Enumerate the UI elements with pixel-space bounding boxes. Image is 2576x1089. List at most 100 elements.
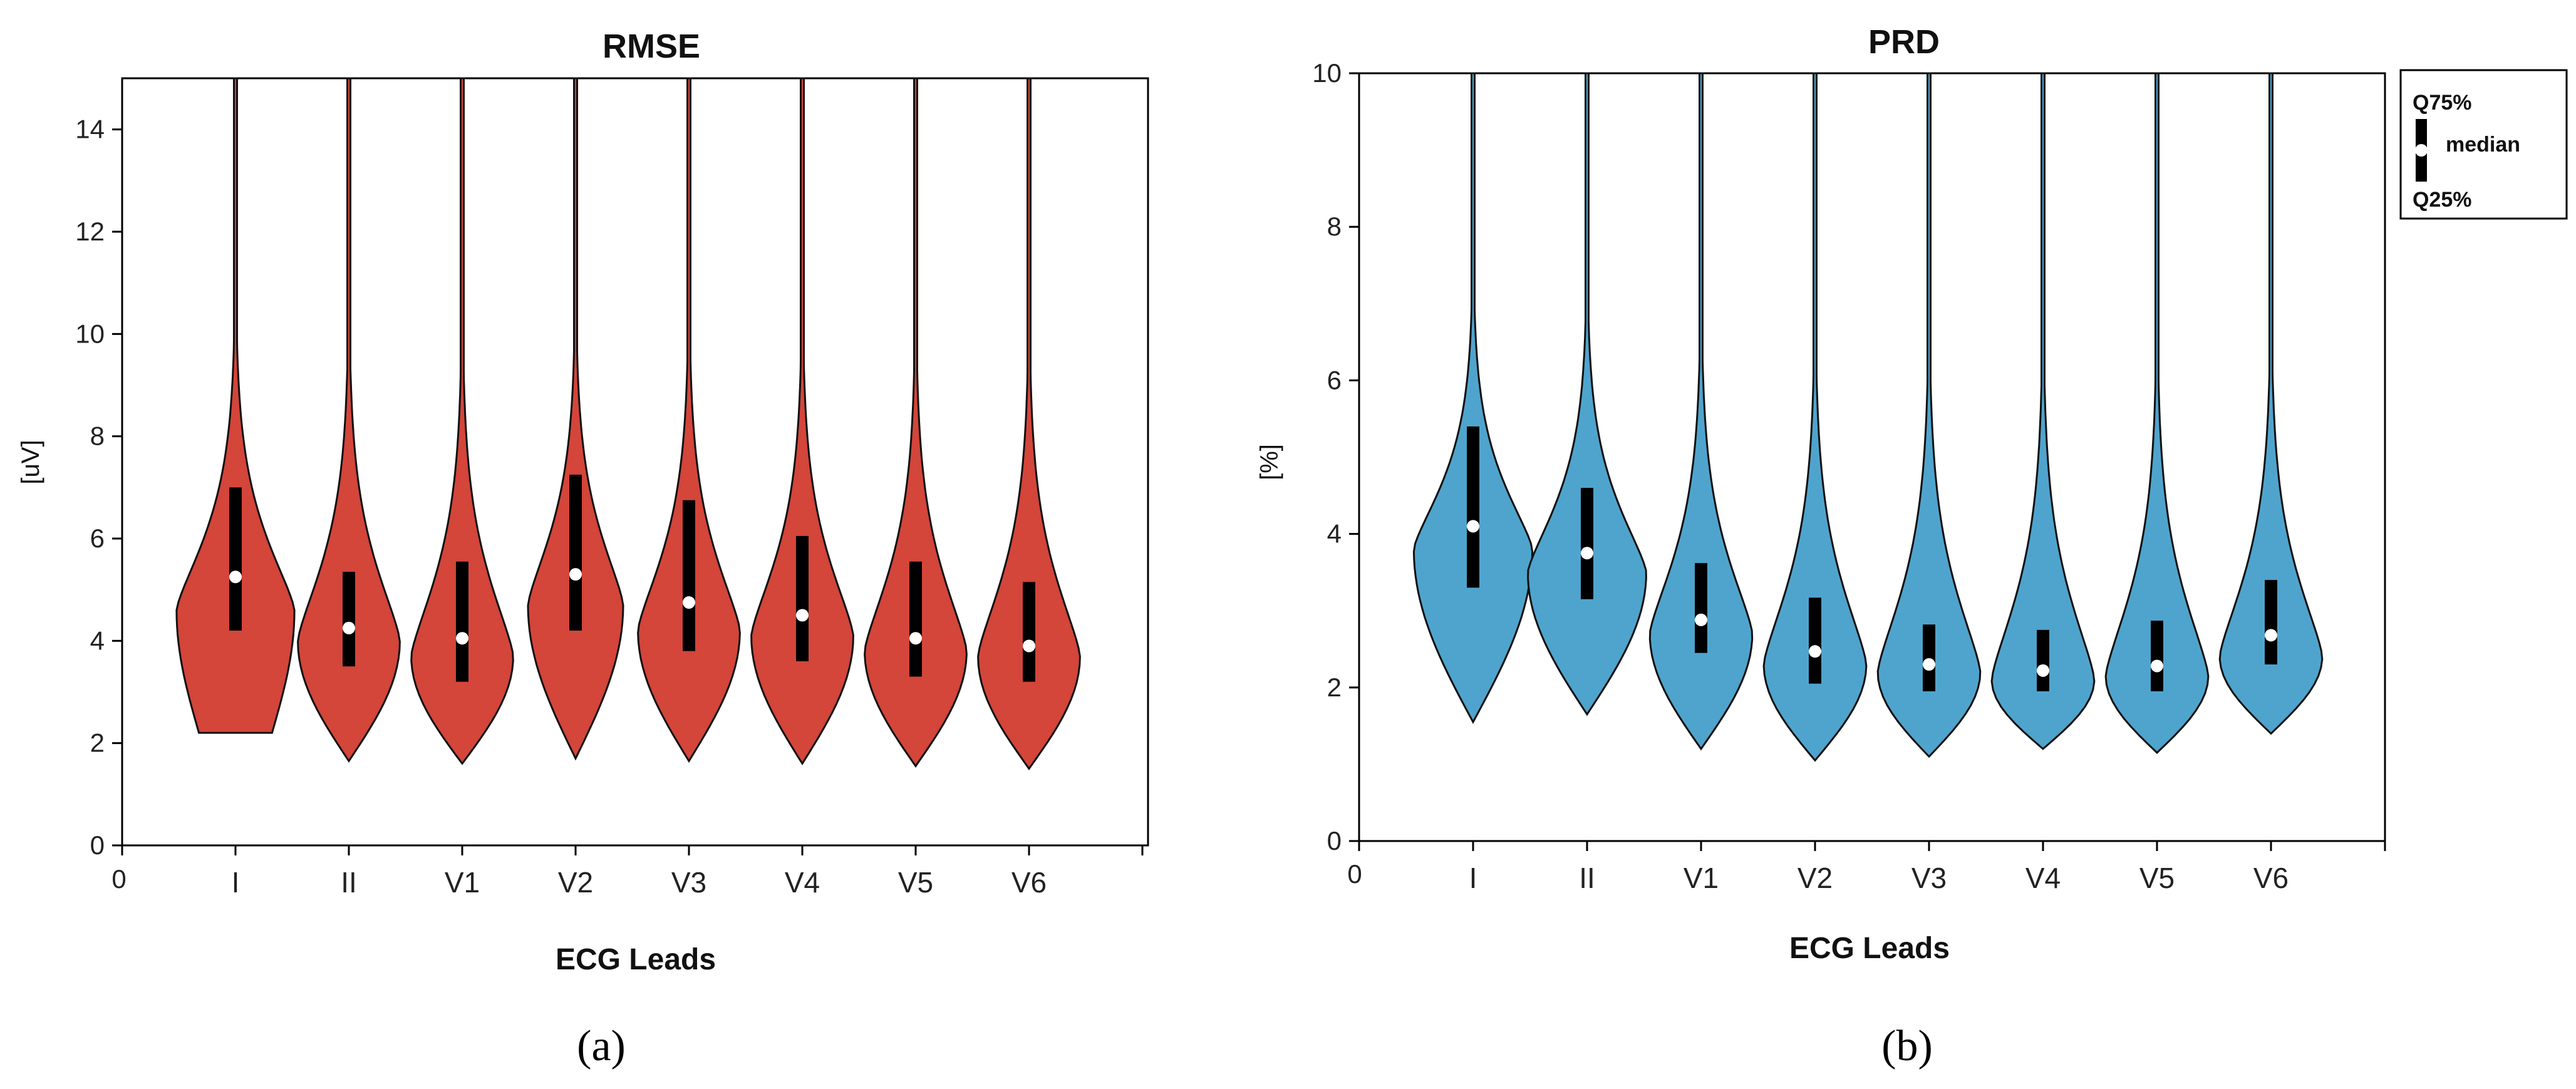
x-tick-label: V4 <box>2025 862 2061 894</box>
violin-V4 <box>750 77 854 766</box>
violin-I <box>175 77 296 734</box>
chart-title: RMSE <box>603 28 700 65</box>
median-dot-V6 <box>1023 639 1035 653</box>
legend-median-label: median <box>2446 133 2520 157</box>
violin-V6 <box>977 77 1081 771</box>
iqr-bar-V5 <box>909 561 922 677</box>
y-tick-label: 10 <box>75 319 105 348</box>
iqr-bar-V3 <box>683 500 695 651</box>
y-tick-label: 12 <box>75 217 105 246</box>
x-axis-title: ECG Leads <box>556 943 716 976</box>
median-dot-II <box>343 621 355 634</box>
y-tick-label: 4 <box>90 626 105 655</box>
median-dot-I <box>1467 520 1479 533</box>
x-tick-label: V5 <box>2139 862 2175 894</box>
iqr-bar-V4 <box>796 535 809 661</box>
panel-label: (b) <box>1881 1022 1933 1070</box>
x-tick-label: I <box>1469 862 1477 894</box>
violin-V2 <box>1762 72 1868 762</box>
y-tick-label: 2 <box>1327 673 1342 702</box>
plot-frame <box>1358 72 2386 842</box>
x-tick-label: V6 <box>2253 862 2289 894</box>
legend-q75-label: Q75% <box>2413 91 2472 115</box>
x-tick-label: V1 <box>445 866 480 899</box>
iqr-bar-II <box>1581 488 1593 599</box>
median-dot-V5 <box>2151 659 2163 673</box>
y-axis-title: [uV] <box>17 440 44 484</box>
y-axis-title: [%] <box>1256 444 1283 480</box>
violin-V1 <box>410 77 514 765</box>
median-dot-I <box>229 570 242 584</box>
median-dot-V3 <box>683 596 695 609</box>
iqr-bar-II <box>343 572 355 667</box>
violin-V2 <box>527 77 624 761</box>
y-tick-label: 2 <box>90 728 105 758</box>
violin-group <box>175 77 1081 771</box>
x-tick-label: V4 <box>785 866 820 899</box>
y-tick-label: 14 <box>75 115 105 144</box>
iqr-bar-I <box>229 487 242 631</box>
median-dot-V4 <box>796 609 809 622</box>
violin-V3 <box>637 77 741 763</box>
x-axis-title: ECG Leads <box>1789 932 1950 965</box>
violin-V3 <box>1876 72 1982 758</box>
violin-group <box>1412 72 2324 762</box>
violin-II <box>1527 72 1647 716</box>
iqr-bar-V6 <box>1023 582 1035 682</box>
median-dot-V1 <box>456 632 468 645</box>
y-tick-label: 0 <box>90 830 105 860</box>
violin-I <box>1412 72 1534 725</box>
chart-title: PRD <box>1868 23 1940 61</box>
x-tick-label: V1 <box>1684 862 1719 894</box>
legend-q25-label: Q25% <box>2413 188 2472 212</box>
violin-V5 <box>2104 72 2210 755</box>
y-axis-ticks: 0 2 4 6 8 10 <box>1312 58 1359 855</box>
iqr-bar-V2 <box>1809 597 1821 684</box>
y-tick-label: 8 <box>1327 212 1342 241</box>
x-tick-label: V5 <box>898 866 933 899</box>
legend-median-dot <box>2415 144 2428 157</box>
x-origin-label: 0 <box>111 864 126 894</box>
x-tick-label: II <box>1579 862 1595 894</box>
x-axis-ticks: I II V1 V2 V3 V4 V5 V6 <box>121 845 1144 899</box>
median-dot-V2 <box>569 568 582 581</box>
y-tick-label: 4 <box>1327 519 1342 549</box>
median-dot-V3 <box>1923 658 1935 671</box>
x-tick-label: V3 <box>1911 862 1947 894</box>
x-tick-label: I <box>232 866 240 899</box>
violin-V1 <box>1648 72 1754 751</box>
x-tick-label: V2 <box>1798 862 1833 894</box>
x-tick-label: V3 <box>671 866 706 899</box>
violin-II <box>297 77 401 763</box>
iqr-bar-I <box>1467 426 1479 588</box>
median-dot-V2 <box>1809 645 1821 658</box>
iqr-bar-V2 <box>569 474 582 631</box>
median-dot-V4 <box>2037 664 2049 677</box>
panel-label: (a) <box>577 1022 626 1070</box>
y-tick-label: 8 <box>90 421 105 451</box>
iqr-bar-V4 <box>2037 629 2049 691</box>
legend-box <box>2399 69 2568 220</box>
violin-V5 <box>864 77 968 768</box>
x-tick-label: V2 <box>558 866 593 899</box>
median-dot-V5 <box>909 632 922 645</box>
median-dot-V6 <box>2265 629 2277 642</box>
y-tick-label: 6 <box>1327 365 1342 395</box>
median-dot-V1 <box>1695 613 1707 626</box>
median-dot-II <box>1581 547 1593 560</box>
y-axis-ticks: 0 2 4 6 8 10 12 14 <box>75 115 122 860</box>
iqr-bar-V1 <box>1695 563 1707 653</box>
iqr-bar-V3 <box>1923 624 1935 691</box>
iqr-bar-V1 <box>456 561 468 682</box>
y-tick-label: 10 <box>1312 58 1342 88</box>
legend: Q75% median Q25% <box>2399 69 2568 220</box>
iqr-bar-V6 <box>2265 580 2277 665</box>
y-tick-label: 0 <box>1327 826 1342 855</box>
x-tick-label: II <box>341 866 357 899</box>
violin-V4 <box>1990 72 2096 750</box>
violin-V6 <box>2218 72 2324 735</box>
y-tick-label: 6 <box>90 524 105 553</box>
